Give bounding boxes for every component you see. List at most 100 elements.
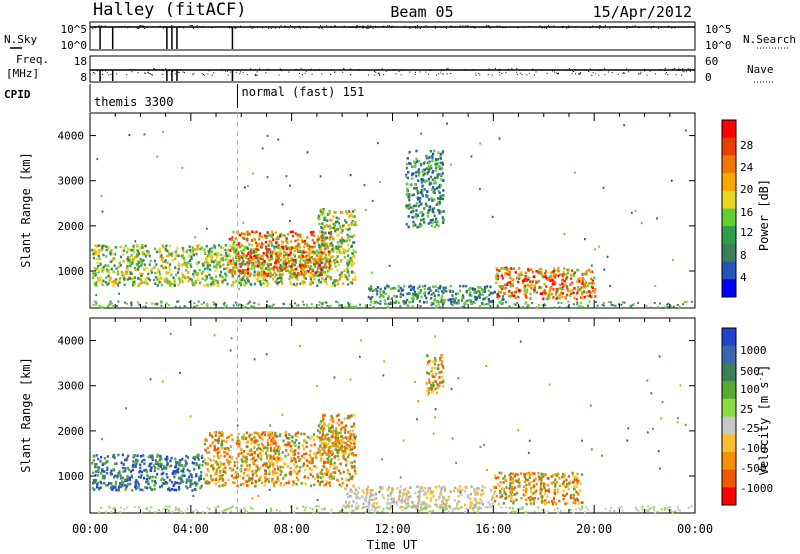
nave-point [202,73,204,75]
nave-point [153,68,155,70]
echo-cell [429,383,433,387]
echo-cell [331,450,334,454]
echo-cell [411,193,414,197]
echo-cell [259,257,263,261]
echo-cell [550,271,553,275]
echo-cell [442,194,445,197]
echo-cell [313,483,316,487]
echo-cell [126,475,129,478]
echo-cell [378,505,381,509]
nsearch-point [234,27,236,29]
echo-cell [263,469,267,472]
echo-cell [299,255,303,259]
echo-cell [354,220,357,224]
echo-cell [275,444,278,448]
nsearch-point [386,26,388,28]
echo-cell [343,239,346,243]
echo-cell [240,278,244,282]
nave-point [225,70,227,72]
echo-cell [406,157,409,160]
echo-cell [218,471,222,474]
echo-cell [137,277,140,280]
echo-cell [108,279,111,282]
echo-cell [332,419,335,422]
echo-cell [309,437,312,441]
echo-cell [437,189,440,193]
echo-cell [294,267,298,271]
nsearch-point [140,25,142,27]
echo-cell [467,299,470,302]
echo-cell [403,285,406,288]
echo-cell [280,276,283,280]
echo-cell [409,284,412,288]
echo-cell [156,472,159,476]
nave-point [519,72,521,74]
echo-cell [131,465,135,468]
echo-cell [346,278,350,282]
echo-cell [169,253,172,256]
echo-cell [353,442,356,446]
echo-cell [229,244,232,248]
echo-cell [237,252,240,255]
echo-cell-sporadic [205,227,208,230]
echo-cell [105,276,108,279]
nave-point [505,72,507,74]
echo-cell [431,385,434,388]
echo-cell [304,261,307,265]
echo-cell [303,255,306,259]
echo-cell [442,366,445,370]
nave-point [349,74,351,76]
nave-point [246,74,248,76]
echo-cell [261,449,264,453]
echo-cell [246,484,249,487]
echo-cell [411,215,414,219]
echo-cell [406,505,409,509]
echo-cell [327,446,331,450]
echo-cell [333,247,336,250]
echo-cell [233,464,236,467]
nsearch-point [367,27,369,29]
echo-cell [144,253,147,256]
nave-point [595,73,597,75]
echo-cell [336,255,339,258]
echo-cell-lowrange [238,303,241,306]
echo-cell [263,433,267,437]
echo-cell [246,261,249,264]
echo-cell-sporadic [128,133,131,137]
echo-cell [427,378,431,381]
echo-cell [260,266,264,270]
echo-cell [286,241,289,244]
echo-cell [239,474,242,478]
nave-label: Nave [747,63,774,76]
echo-cell [207,462,210,466]
nave-point [211,74,213,76]
echo-cell [331,416,334,420]
nave-point [628,71,630,73]
echo-cell [235,248,238,252]
echo-cell [270,441,273,445]
nave-point [555,72,557,74]
echo-cell [135,479,138,482]
echo-cell [322,419,325,422]
nsearch-point [243,26,245,28]
echo-cell [253,266,256,270]
echo-cell [141,246,144,249]
echo-cell [220,454,223,458]
nave-point [191,69,193,71]
echo-cell-lowrange [399,305,402,308]
echo-cell [432,360,435,363]
echo-cell [188,478,191,482]
echo-cell [219,434,223,438]
echo-cell [135,252,139,256]
echo-cell [164,247,167,251]
nave-point [428,73,430,75]
echo-cell [340,449,343,452]
echo-cell [168,284,172,287]
echo-cell [309,245,313,248]
echo-cell [246,480,249,483]
echo-cell [330,430,333,433]
echo-cell [549,276,552,280]
echo-cell [439,153,442,156]
echo-cell [308,256,311,260]
echo-cell [344,428,347,432]
